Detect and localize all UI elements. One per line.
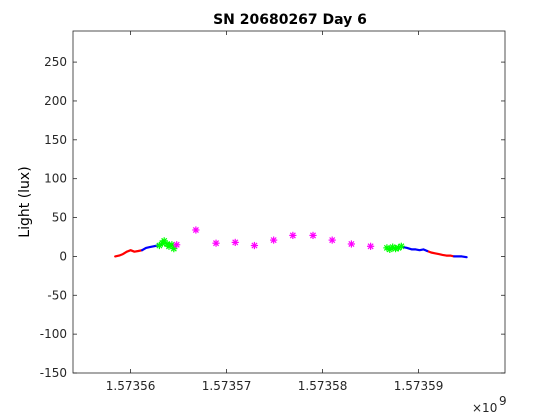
y-axis-label: Light (lux) — [17, 166, 33, 237]
y-tick-label: 100 — [44, 172, 67, 186]
data-point-asterisk — [170, 245, 178, 253]
x-tick-label: 1.57357 — [202, 379, 252, 393]
y-tick-label: 50 — [52, 211, 67, 225]
data-point-asterisk — [270, 236, 278, 244]
series-line-0 — [114, 249, 144, 258]
axes-box — [72, 30, 506, 374]
y-tick-label: -50 — [47, 288, 67, 302]
axis-layer: -150 -100 -50 0 50 100 150 200 250 1.57356 1.57357… — [40, 31, 505, 393]
data-point-asterisk — [212, 239, 220, 247]
data-point-asterisk — [231, 238, 239, 247]
y-tick-label: 150 — [44, 133, 67, 147]
series-line-1 — [402, 246, 429, 253]
y-tick-label: -150 — [40, 366, 67, 380]
x-tick-label: 1.57358 — [298, 379, 348, 393]
data-point-asterisk — [397, 242, 405, 250]
x-axis-exponent: ×10 9 — [472, 394, 507, 415]
y-tick-label: -100 — [40, 327, 67, 341]
data-point-asterisk — [367, 242, 375, 250]
x-exponent-power: 9 — [499, 394, 507, 408]
chart-title: SN 20680267 Day 6 — [213, 12, 367, 28]
plot-area: -150 -100 -50 0 50 100 150 200 250 1.57356 1.57357… — [40, 30, 506, 393]
y-tick-label: 0 — [59, 249, 67, 263]
x-tick-label: 1.57359 — [394, 379, 444, 393]
data-point-asterisk — [192, 226, 200, 234]
x-tick-label: 1.57356 — [106, 379, 156, 393]
data-point-asterisk — [250, 241, 259, 250]
series-layer — [114, 226, 468, 259]
series-line-1 — [453, 255, 468, 259]
data-point-asterisk — [289, 231, 297, 240]
y-tick-label: 250 — [44, 55, 67, 69]
y-tick-label: 200 — [44, 94, 67, 108]
x-exponent-base: ×10 — [472, 401, 497, 415]
data-point-asterisk — [347, 240, 355, 248]
data-point-asterisk — [309, 231, 317, 240]
series-line-0 — [426, 249, 456, 258]
data-point-asterisk — [173, 241, 181, 249]
data-point-asterisk — [328, 236, 336, 244]
